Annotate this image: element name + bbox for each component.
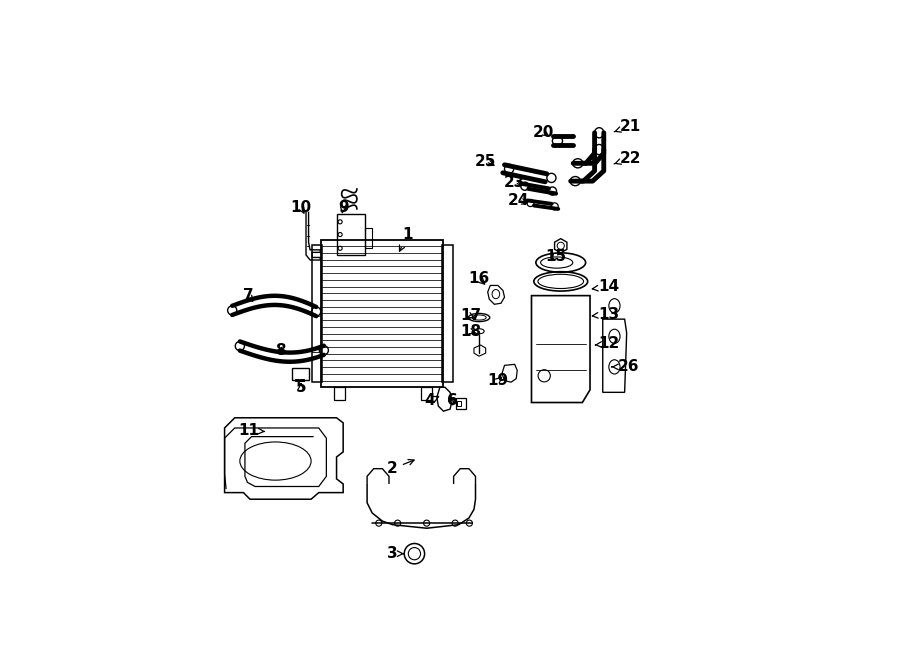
Text: 1: 1 <box>400 227 413 251</box>
Text: 4: 4 <box>425 393 438 408</box>
Text: 13: 13 <box>592 307 619 322</box>
Bar <box>292 368 309 379</box>
Text: 12: 12 <box>595 336 619 352</box>
Text: 15: 15 <box>544 249 566 264</box>
Text: 21: 21 <box>614 118 641 134</box>
Text: 25: 25 <box>475 154 497 169</box>
Text: 22: 22 <box>614 151 641 166</box>
Bar <box>312 245 322 382</box>
Text: 26: 26 <box>612 360 639 374</box>
Text: 11: 11 <box>238 423 265 438</box>
Bar <box>321 240 444 387</box>
Text: 14: 14 <box>592 280 619 295</box>
Text: 2: 2 <box>387 459 414 476</box>
Bar <box>443 245 453 382</box>
Bar <box>456 398 466 409</box>
Text: 24: 24 <box>508 193 529 208</box>
Text: 23: 23 <box>504 175 526 190</box>
Text: 5: 5 <box>295 380 306 395</box>
Bar <box>295 379 299 381</box>
Text: 7: 7 <box>243 288 254 303</box>
Text: 10: 10 <box>291 200 311 215</box>
Text: 17: 17 <box>460 309 481 323</box>
Text: 9: 9 <box>338 200 348 215</box>
Bar <box>457 401 462 406</box>
Bar <box>301 379 304 381</box>
Text: 18: 18 <box>460 324 481 338</box>
Bar <box>337 214 365 255</box>
Text: 19: 19 <box>487 373 508 388</box>
Text: 3: 3 <box>387 546 403 561</box>
Bar <box>364 228 373 249</box>
Text: 16: 16 <box>468 271 490 286</box>
Text: 8: 8 <box>275 342 286 358</box>
Text: 6: 6 <box>447 393 458 408</box>
Text: 20: 20 <box>533 126 554 140</box>
